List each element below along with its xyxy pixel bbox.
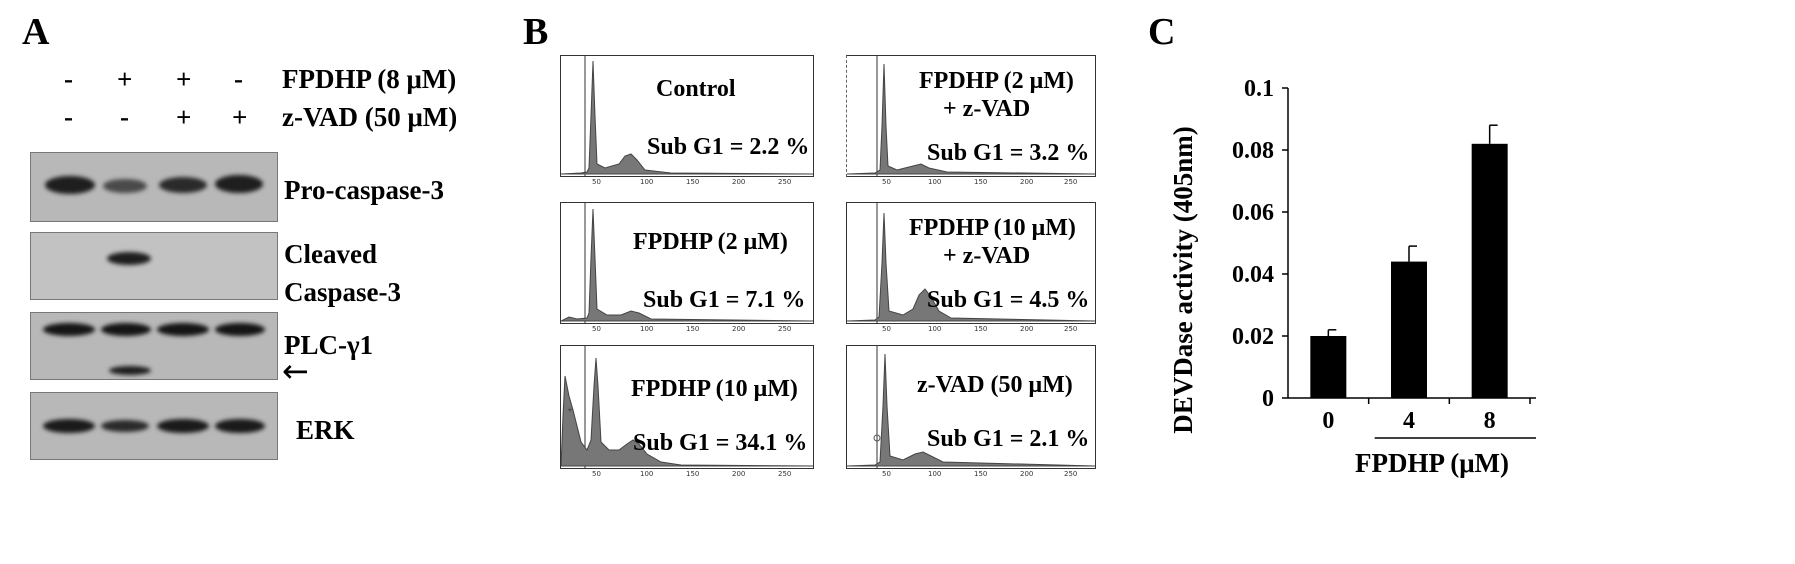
y-tick-label: 0.02 [1232, 324, 1274, 350]
bar [1310, 336, 1347, 398]
histogram-fpdhp10-subg1: Sub G1 = 34.1 % [633, 430, 808, 456]
histogram-fpdhp2: FPDHP (2 μM) Sub G1 = 7.1 % [560, 202, 814, 324]
panel-c-letter: C [1148, 11, 1176, 53]
histogram-fpdhp10-title: FPDHP (10 μM) [631, 376, 798, 402]
svg-text:250: 250 [778, 325, 791, 333]
lane1-fpdhp: - [64, 64, 73, 94]
svg-text:250: 250 [778, 178, 791, 186]
svg-text:50: 50 [882, 470, 891, 478]
lane4-zvad: + [232, 102, 248, 132]
svg-text:150: 150 [686, 325, 699, 333]
panel-b-letter: B [523, 11, 549, 53]
svg-text:50: 50 [882, 178, 891, 186]
svg-text:250: 250 [1064, 325, 1077, 333]
svg-text:150: 150 [974, 325, 987, 333]
svg-text:100: 100 [640, 178, 653, 186]
lane2-fpdhp: + [117, 64, 133, 94]
devdase-bar-chart: DEVDase activity (405nm) FPDHP (μM) 0 0.0… [1168, 76, 1536, 478]
histogram-fpdhp2-zvad: FPDHP (2 μM) + z-VAD Sub G1 = 3.2 % [846, 55, 1096, 177]
svg-text:100: 100 [928, 325, 941, 333]
svg-text:100: 100 [928, 178, 941, 186]
arrow-icon: ← [282, 352, 309, 390]
svg-text:200: 200 [732, 470, 745, 478]
svg-text:50: 50 [592, 325, 601, 333]
svg-text:200: 200 [732, 325, 745, 333]
bar [1471, 143, 1508, 398]
fpdhp-treatment-label: FPDHP (8 μM) [282, 64, 457, 94]
svg-text:200: 200 [1020, 178, 1033, 186]
histogram-fpdhp2-zvad-title: FPDHP (2 μM) [919, 68, 1074, 94]
svg-text:50: 50 [882, 325, 891, 333]
x-tick-label: 8 [1484, 408, 1496, 434]
bar [1391, 261, 1427, 398]
y-tick-label: 0.04 [1232, 262, 1274, 288]
procaspase3-label: Pro-caspase-3 [284, 175, 444, 205]
histogram-control-subg1: Sub G1 = 2.2 % [647, 134, 810, 160]
svg-text:200: 200 [1020, 325, 1033, 333]
svg-text:150: 150 [686, 178, 699, 186]
blot-erk [30, 392, 278, 460]
svg-text:200: 200 [732, 178, 745, 186]
svg-text:250: 250 [778, 470, 791, 478]
histogram-zvad: z-VAD (50 μM) Sub G1 = 2.1 % [846, 345, 1096, 469]
histogram-fpdhp10: + FPDHP (10 μM) Sub G1 = 34.1 % [560, 345, 814, 469]
histogram-fpdhp2-title: FPDHP (2 μM) [633, 229, 788, 255]
histogram-fpdhp10-zvad-title2: + z-VAD [943, 243, 1031, 269]
zvad-treatment-label: z-VAD (50 μM) [282, 102, 458, 132]
svg-text:200: 200 [1020, 470, 1033, 478]
histogram-control: Control Sub G1 = 2.2 % [560, 55, 814, 177]
histogram-control-title: Control [656, 76, 736, 102]
cleaved-label-line1: Cleaved [284, 239, 377, 269]
histogram-fpdhp2-zvad-title2: + z-VAD [943, 96, 1031, 122]
svg-text:150: 150 [974, 470, 987, 478]
svg-text:100: 100 [640, 470, 653, 478]
blot-procaspase3 [30, 152, 278, 222]
svg-text:250: 250 [1064, 470, 1077, 478]
svg-text:50: 50 [592, 178, 601, 186]
svg-text:100: 100 [928, 470, 941, 478]
svg-text:150: 150 [974, 178, 987, 186]
y-tick-label: 0.08 [1232, 138, 1274, 164]
svg-text:250: 250 [1064, 178, 1077, 186]
lane3-zvad: + [176, 102, 192, 132]
x-axis-title: FPDHP (μM) [1355, 448, 1509, 478]
plc-gamma1-label: PLC-γ1 [284, 330, 374, 360]
histogram-fpdhp10-zvad-title: FPDHP (10 μM) [909, 215, 1076, 241]
histogram-fpdhp2-subg1: Sub G1 = 7.1 % [643, 287, 806, 313]
svg-text:100: 100 [640, 325, 653, 333]
svg-text:+: + [567, 406, 573, 414]
lane2-zvad: - [120, 102, 129, 132]
lane1-zvad: - [64, 102, 73, 132]
svg-text:150: 150 [686, 470, 699, 478]
histogram-zvad-subg1: Sub G1 = 2.1 % [927, 426, 1090, 452]
x-tick-label: 0 [1322, 408, 1334, 434]
histogram-zvad-title: z-VAD (50 μM) [917, 372, 1073, 398]
y-axis-title: DEVDase activity (405nm) [1168, 126, 1198, 433]
panel-a-letter: A [22, 11, 50, 53]
blot-cleaved-caspase3 [30, 232, 278, 300]
histogram-fpdhp10-zvad-subg1: Sub G1 = 4.5 % [927, 287, 1090, 313]
lane3-fpdhp: + [176, 64, 192, 94]
lane4-fpdhp: - [234, 64, 243, 94]
x-tick-label: 4 [1403, 408, 1415, 434]
cleaved-label-line2: Caspase-3 [284, 277, 402, 307]
erk-label: ERK [296, 415, 355, 445]
y-tick-label: 0.1 [1244, 76, 1274, 102]
y-tick-label: 0 [1262, 386, 1274, 412]
histogram-fpdhp10-zvad: FPDHP (10 μM) + z-VAD Sub G1 = 4.5 % [846, 202, 1096, 324]
svg-text:50: 50 [592, 470, 601, 478]
y-tick-label: 0.06 [1232, 200, 1274, 226]
histogram-fpdhp2-zvad-subg1: Sub G1 = 3.2 % [927, 140, 1090, 166]
blot-plc-gamma1 [30, 312, 278, 380]
